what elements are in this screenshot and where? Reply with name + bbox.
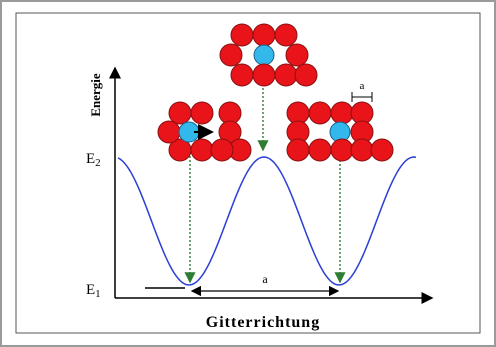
lattice-constant-label: a	[360, 80, 365, 92]
y-axis-label: Energie	[88, 73, 103, 117]
x-axis-label: Gitterrichtung	[206, 314, 320, 331]
lattice-spacing-label: a	[262, 272, 268, 286]
atom-cluster-left	[158, 102, 251, 161]
diagram: Energie E2 E1 a a Gitterrichtung	[0, 0, 496, 347]
